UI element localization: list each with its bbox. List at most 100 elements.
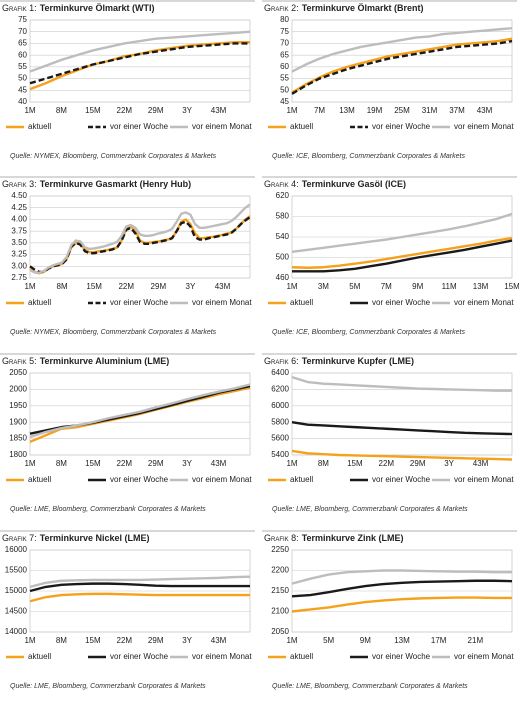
series-line	[29, 30, 251, 73]
y-tick-label: 6400	[271, 368, 289, 377]
x-tick-label: 8M	[56, 106, 67, 115]
legend-label: vor einem Monat	[454, 122, 514, 131]
x-tick-label: 8M	[56, 459, 67, 468]
x-tick-label: 3M	[318, 282, 329, 291]
y-tick-label: 75	[280, 27, 289, 36]
y-tick-label: 60	[18, 50, 27, 59]
chart-label: Grafik 3:	[2, 179, 37, 189]
source-note: Quelle: NYMEX, Bloomberg, Commerzbank Co…	[10, 153, 217, 160]
x-tick-label: 8M	[57, 282, 68, 291]
y-tick-label: 3.50	[11, 238, 27, 247]
y-tick-label: 55	[18, 62, 27, 71]
y-tick-label: 460	[276, 273, 290, 282]
series-line	[29, 216, 251, 274]
y-tick-label: 3.00	[11, 261, 27, 270]
x-tick-label: 15M	[85, 636, 101, 645]
x-tick-label: 9M	[360, 636, 371, 645]
y-tick-label: 620	[276, 191, 290, 200]
plot-frame	[29, 19, 251, 103]
x-tick-label: 19M	[367, 106, 383, 115]
plot-frame	[291, 372, 513, 456]
x-tick-label: 43M	[473, 459, 489, 468]
y-tick-label: 60	[280, 62, 289, 71]
y-tick-label: 5400	[271, 450, 289, 459]
x-tick-label: 11M	[442, 282, 457, 291]
plot-frame	[291, 19, 513, 103]
x-tick-label: 1M	[24, 459, 35, 468]
x-tick-label: 1M	[286, 459, 297, 468]
chart-title-text: Terminkurve Aluminium (LME)	[40, 356, 170, 366]
series-line	[291, 27, 513, 73]
source-note: Quelle: LME, Bloomberg, Commerzbank Corp…	[10, 506, 206, 513]
x-tick-label: 43M	[477, 106, 493, 115]
x-tick-label: 43M	[215, 282, 231, 291]
legend-label: aktuell	[28, 298, 51, 307]
source-note: Quelle: NYMEX, Bloomberg, Commerzbank Co…	[10, 329, 217, 336]
x-tick-label: 3Y	[444, 459, 454, 468]
y-tick-label: 4.50	[11, 191, 27, 200]
y-tick-label: 75	[18, 15, 27, 24]
chart-label: Grafik 4:	[264, 179, 299, 189]
x-tick-label: 22M	[118, 282, 134, 291]
x-tick-label: 22M	[117, 636, 133, 645]
legend-label: aktuell	[290, 122, 313, 131]
x-tick-label: 15M	[86, 282, 102, 291]
x-tick-label: 1M	[286, 282, 297, 291]
x-tick-label: 15M	[85, 459, 101, 468]
chart-title: Grafik 5: Terminkurve Aluminium (LME)	[2, 356, 169, 366]
legend-label: vor einer Woche	[372, 298, 431, 307]
chart-label: Grafik 5:	[2, 356, 37, 366]
x-tick-label: 29M	[148, 636, 164, 645]
chart-panel: Grafik 4: Terminkurve Gasöl (ICE) 460 500 54…	[262, 176, 519, 336]
y-tick-label: 45	[18, 85, 27, 94]
series-line	[291, 37, 513, 94]
x-tick-label: 15M	[504, 282, 519, 291]
legend-label: vor einem Monat	[454, 298, 514, 307]
series-line	[291, 421, 513, 436]
x-tick-label: 13M	[473, 282, 489, 291]
legend-label: vor einem Monat	[192, 475, 252, 484]
series-line	[29, 41, 250, 91]
chart-title: Grafik 7: Terminkurve Nickel (LME)	[2, 533, 150, 543]
chart-panel: Grafik 1: Terminkurve Ölmarkt (WTI) 40 45 50…	[0, 0, 255, 160]
y-tick-label: 55	[280, 74, 289, 83]
y-tick-label: 40	[18, 97, 27, 106]
series-line	[29, 386, 251, 443]
y-tick-label: 2.75	[11, 273, 27, 282]
x-tick-label: 1M	[286, 106, 297, 115]
series-line	[29, 42, 250, 85]
y-tick-label: 6200	[271, 385, 289, 394]
x-tick-label: 3Y	[182, 459, 192, 468]
y-tick-label: 1850	[9, 434, 27, 443]
chart-label: Grafik 7:	[2, 533, 37, 543]
source-note: Quelle: ICE, Bloomberg, Commerzbank Corp…	[272, 153, 465, 160]
legend-label: vor einer Woche	[372, 122, 431, 131]
legend-label: vor einer Woche	[110, 475, 169, 484]
y-tick-label: 16000	[5, 545, 28, 554]
source-note: Quelle: LME, Bloomberg, Commerzbank Corp…	[10, 683, 206, 690]
legend-label: vor einem Monat	[192, 122, 252, 131]
legend-label: aktuell	[28, 122, 51, 131]
chart-title-text: Terminkurve Nickel (LME)	[40, 533, 150, 543]
y-tick-label: 6000	[271, 401, 289, 410]
chart-title: Grafik 3: Terminkurve Gasmarkt (Henry Hub…	[2, 179, 191, 189]
y-tick-label: 50	[18, 74, 27, 83]
y-tick-label: 1950	[9, 401, 27, 410]
chart-panel: Grafik 5: Terminkurve Aluminium (LME) 1800…	[0, 353, 255, 513]
legend-label: aktuell	[28, 475, 51, 484]
x-tick-label: 13M	[339, 106, 355, 115]
legend-label: vor einer Woche	[110, 652, 169, 661]
legend-label: aktuell	[290, 298, 313, 307]
x-tick-label: 15M	[85, 106, 101, 115]
legend-label: aktuell	[28, 652, 51, 661]
chart-panel: Grafik 3: Terminkurve Gasmarkt (Henry Hub…	[0, 176, 255, 336]
y-tick-label: 2050	[9, 368, 27, 377]
y-tick-label: 65	[18, 39, 27, 48]
y-tick-label: 14500	[5, 607, 28, 616]
chart-panel: Grafik 8: Terminkurve Zink (LME) 2050 2100 2…	[262, 530, 517, 690]
y-tick-label: 50	[280, 85, 289, 94]
x-tick-label: 22M	[379, 459, 395, 468]
series-line	[291, 212, 513, 254]
x-tick-label: 7M	[381, 282, 392, 291]
